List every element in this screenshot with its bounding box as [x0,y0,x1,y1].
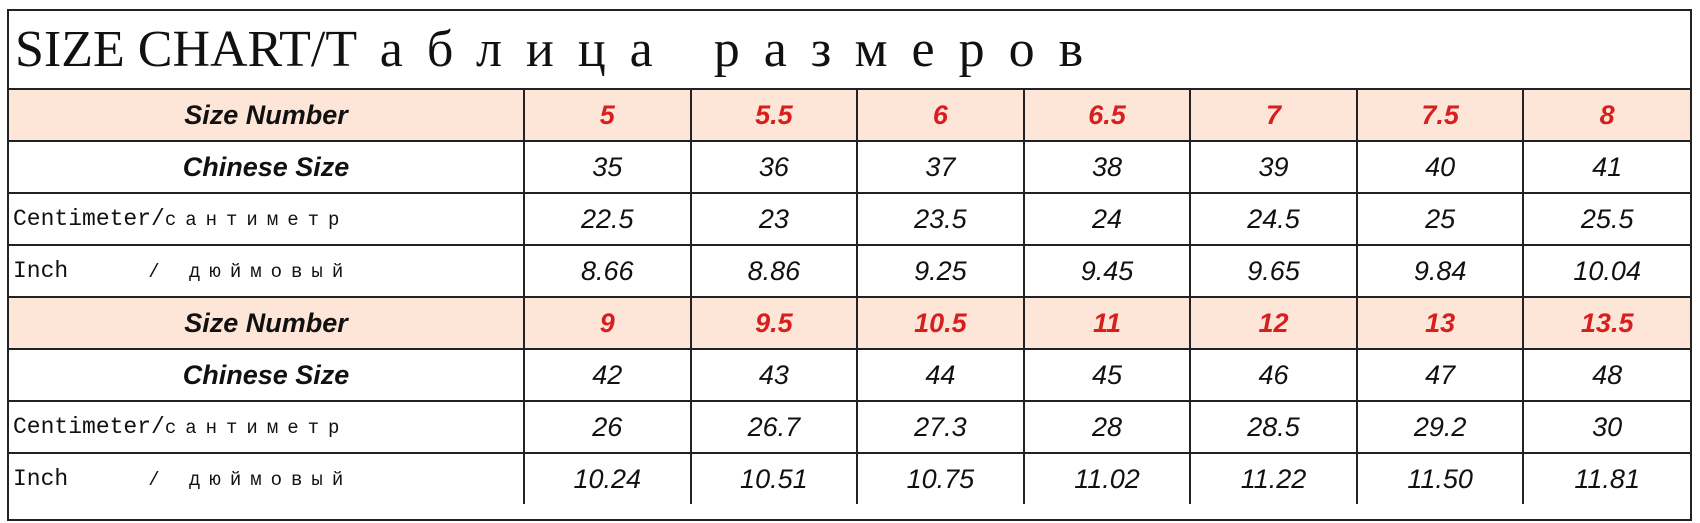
chinese-size-label: Chinese Size [9,348,525,402]
table-cell: 36 [689,140,859,194]
inch-label: Inch / дюймовый [9,452,525,504]
table-cell: 10.75 [856,452,1025,504]
size-number-label: Size Number [9,90,525,142]
table-cell: 6.5 [1022,90,1192,142]
inch-label: Inch / дюймовый [9,244,525,298]
table-cell: 9.5 [689,296,859,350]
centimeter-label-ru: сантиметр [164,417,349,439]
table-cell: 30 [1522,400,1690,454]
chinese-size-label: Chinese Size [9,140,525,194]
table-cell: 24 [1022,192,1192,246]
table-cell: 38 [1022,140,1192,194]
table-cell: 13.5 [1522,296,1690,350]
table-cell: 27.3 [856,400,1025,454]
table-cell: 26 [523,400,692,454]
centimeter-label: Centimeter/сантиметр [9,400,525,454]
table-cell: 26.7 [689,400,859,454]
table-cell: 35 [523,140,692,194]
table-cell: 5 [523,90,692,142]
inch-row: Inch / дюймовый 10.24 10.51 10.75 11.02 11.22 1… [9,452,1690,504]
table-cell: 9 [523,296,692,350]
table-cell: 45 [1022,348,1192,402]
inch-label-en: Inch [13,258,69,284]
chinese-size-row: Chinese Size 35 36 37 38 39 40 41 [9,140,1690,194]
title-ru: Таблица размеров [325,21,1108,78]
centimeter-label-en: Centimeter/ [13,206,165,232]
table-cell: 43 [689,348,859,402]
table-cell: 44 [856,348,1025,402]
table-cell: 42 [523,348,692,402]
table-cell: 28 [1022,400,1192,454]
size-number-label: Size Number [9,296,525,350]
table-cell: 9.45 [1022,244,1192,298]
chinese-size-row: Chinese Size 42 43 44 45 46 47 48 [9,348,1690,402]
inch-label-ru: / дюймовый [148,261,353,283]
table-cell: 46 [1189,348,1358,402]
table-cell: 29.2 [1355,400,1525,454]
centimeter-row: Centimeter/сантиметр 26 26.7 27.3 28 28.5 29.2… [9,400,1690,454]
size-number-row: Size Number 9 9.5 10.5 11 12 13 13.5 [9,296,1690,350]
centimeter-label-ru: сантиметр [164,209,349,231]
table-cell: 25 [1355,192,1525,246]
table-cell: 10.04 [1522,244,1690,298]
table-cell: 12 [1189,296,1358,350]
table-cell: 48 [1522,348,1690,402]
table-cell: 5.5 [689,90,859,142]
table-cell: 10.51 [689,452,859,504]
inch-label-ru: / дюймовый [148,469,353,491]
table-cell: 11.50 [1355,452,1525,504]
table-cell: 24.5 [1189,192,1358,246]
centimeter-label-en: Centimeter/ [13,414,165,440]
table-cell: 8.66 [523,244,692,298]
table-cell: 11.81 [1522,452,1690,504]
table-cell: 28.5 [1189,400,1358,454]
table-cell: 39 [1189,140,1358,194]
table-cell: 22.5 [523,192,692,246]
size-chart: SIZE CHART/Таблица размеров Size Number 5… [7,9,1692,521]
table-cell: 9.25 [856,244,1025,298]
size-table: Size Number 5 5.5 6 6.5 7 7.5 8 Chinese Size 35 36… [9,90,1690,504]
table-cell: 23.5 [856,192,1025,246]
table-cell: 37 [856,140,1025,194]
table-cell: 7 [1189,90,1358,142]
table-cell: 13 [1355,296,1525,350]
centimeter-row: Centimeter/сантиметр 22.5 23 23.5 24 24.5 25 25… [9,192,1690,246]
table-cell: 10.5 [856,296,1025,350]
table-cell: 11.22 [1189,452,1358,504]
inch-row: Inch / дюймовый 8.66 8.86 9.25 9.45 9.65 9.84 10… [9,244,1690,298]
table-cell: 47 [1355,348,1525,402]
table-cell: 41 [1522,140,1690,194]
table-cell: 7.5 [1355,90,1525,142]
size-number-row: Size Number 5 5.5 6 6.5 7 7.5 8 [9,90,1690,142]
centimeter-label: Centimeter/сантиметр [9,192,525,246]
table-cell: 40 [1355,140,1525,194]
table-cell: 6 [856,90,1025,142]
table-cell: 8 [1522,90,1690,142]
table-cell: 11 [1022,296,1192,350]
table-cell: 9.84 [1355,244,1525,298]
table-cell: 10.24 [523,452,692,504]
table-cell: 25.5 [1522,192,1690,246]
title-en: SIZE CHART/ [15,21,326,78]
table-cell: 9.65 [1189,244,1358,298]
inch-label-en: Inch [13,466,69,492]
table-cell: 8.86 [689,244,859,298]
table-cell: 11.02 [1022,452,1192,504]
chart-title: SIZE CHART/Таблица размеров [9,11,1690,90]
table-cell: 23 [689,192,859,246]
